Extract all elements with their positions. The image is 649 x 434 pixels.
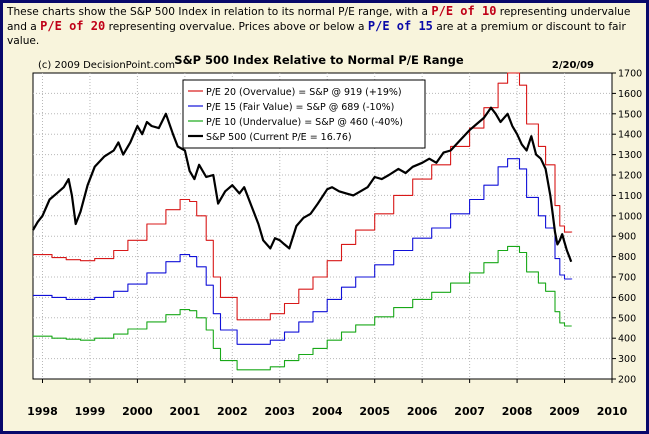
y-tick-label: 500	[618, 313, 636, 324]
x-tick-label: 2002	[217, 405, 248, 418]
legend-sp500: S&P 500 (Current P/E = 16.76)	[206, 132, 352, 143]
pe10-highlight: P/E of 10	[431, 4, 497, 18]
legend-pe20: P/E 20 (Overvalue) = S&P @ 919 (+19%)	[206, 87, 402, 98]
y-tick-label: 1100	[618, 191, 642, 202]
x-tick-label: 1998	[27, 405, 58, 418]
y-tick-label: 1300	[618, 150, 642, 161]
y-tick-label: 200	[618, 375, 636, 386]
y-tick-label: 1200	[618, 171, 642, 182]
x-tick-label: 2010	[597, 405, 628, 418]
y-tick-label: 1000	[618, 211, 642, 222]
x-tick-label: 1999	[75, 405, 106, 418]
series-lines	[32, 72, 573, 371]
intro-text-part-1: These charts show the S&P 500 Index in r…	[7, 6, 432, 18]
series-line-black	[32, 106, 573, 263]
x-tick-label: 2004	[312, 405, 343, 418]
series-line-green	[33, 245, 572, 371]
x-tick-label: 2007	[454, 405, 485, 418]
pe15-highlight: P/E of 15	[367, 19, 433, 33]
y-tick-label: 600	[618, 293, 636, 304]
grid-lines	[33, 73, 612, 379]
y-tick-label: 900	[618, 232, 636, 243]
x-tick-label: 2005	[359, 405, 390, 418]
x-tick-label: 2006	[407, 405, 438, 418]
y-tick-label: 1600	[618, 89, 642, 100]
y-tick-label: 1700	[618, 69, 642, 80]
legend-pe15: P/E 15 (Fair Value) = S&P @ 689 (-10%)	[206, 102, 394, 113]
x-tick-label: 2001	[170, 405, 201, 418]
y-tick-label: 800	[618, 252, 636, 263]
intro-text: These charts show the S&P 500 Index in r…	[7, 4, 637, 48]
y-tick-label: 700	[618, 273, 636, 284]
y-tick-label: 1400	[618, 130, 642, 141]
series-line-red	[33, 72, 573, 321]
y-tick-label: 1500	[618, 109, 642, 120]
intro-text-part-3: representing overvalue. Prices above or …	[105, 21, 368, 33]
x-tick-label: 2008	[502, 405, 533, 418]
x-tick-label: 2003	[264, 405, 295, 418]
y-axis: 200 300 400 500 600 700 800 900 1000 1100 1200 1300…	[612, 69, 642, 386]
chart-date: 2/20/09	[552, 60, 594, 71]
intro-text-part-2: representing undervalue and a	[7, 6, 631, 33]
x-tick-label: 2009	[549, 405, 580, 418]
pe20-highlight: P/E of 20	[40, 19, 106, 33]
legend-pe10: P/E 10 (Undervalue) = S&P @ 460 (-40%)	[206, 117, 403, 128]
copyright-label: (c) 2009 DecisionPoint.com	[38, 60, 175, 71]
x-axis: 1998 1999 2000 2001 2002 2003 2004 2005 2006 2007…	[27, 379, 628, 418]
legend-box	[182, 79, 426, 149]
legend: P/E 20 (Overvalue) = S&P @ 919 (+19%) P/…	[182, 79, 426, 149]
y-tick-label: 400	[618, 334, 636, 345]
chart-title: S&P 500 Index Relative to Normal P/E Ran…	[174, 53, 464, 67]
x-tick-label: 2000	[122, 405, 153, 418]
y-tick-label: 300	[618, 354, 636, 365]
intro-text-part-4: are at a premium or discount to fair val…	[7, 21, 626, 47]
series-line-blue	[33, 158, 573, 345]
